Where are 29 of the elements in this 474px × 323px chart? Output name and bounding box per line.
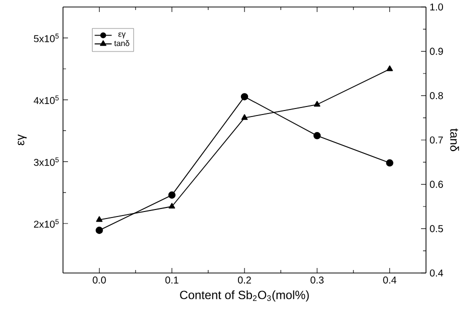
x-tick-label: 0.3 xyxy=(310,276,324,284)
x-tick-label: 0.1 xyxy=(165,276,178,284)
point xyxy=(314,100,320,107)
point xyxy=(240,93,248,100)
point xyxy=(313,132,321,140)
y2-tick-label: 0.7 xyxy=(430,136,443,144)
point xyxy=(168,202,176,209)
x-tick-label: 0.2 xyxy=(238,276,251,284)
point xyxy=(168,191,176,199)
y-tick-label: 4x10$^{5}$ xyxy=(34,96,59,104)
y-tick-label: 5x10$^{5}$ xyxy=(34,34,59,42)
y2-tick-label: 0.5 xyxy=(430,225,443,232)
x-axis-title: Content of Sb$_{2}$O$_{3}$(mol%) xyxy=(180,290,309,302)
y-tick-label: 2x10$^{5}$ xyxy=(34,219,59,228)
y-axis-title: εγ xyxy=(18,134,27,146)
point xyxy=(241,114,248,120)
point xyxy=(386,65,393,72)
x-tick-label: 0.0 xyxy=(92,276,106,284)
y2-tick-label: 0.6 xyxy=(430,180,443,188)
y2-axis-title: tanδ xyxy=(450,128,459,152)
y2-tick-label: 0.4 xyxy=(430,269,444,277)
x-tick-label: 0.4 xyxy=(383,276,396,284)
y2-tick-label: 1.0 xyxy=(430,3,443,11)
point xyxy=(386,159,394,167)
y-tick-label: 3x10$^{5}$ xyxy=(34,157,59,166)
point xyxy=(96,216,103,222)
y2-tick-label: 0.8 xyxy=(430,92,443,100)
y2-tick-label: 0.9 xyxy=(430,48,443,55)
point xyxy=(96,226,103,234)
